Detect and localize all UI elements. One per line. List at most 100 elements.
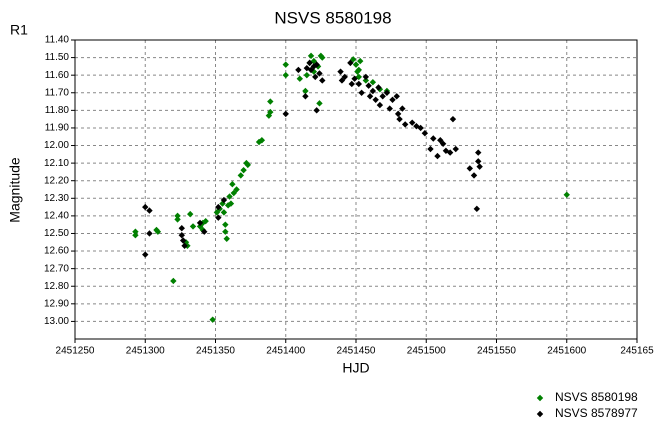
data-point xyxy=(296,75,303,82)
data-point xyxy=(366,93,374,100)
legend-marker xyxy=(536,394,544,402)
x-tick-label: 2451400 xyxy=(266,346,305,357)
y-tick-label: 12.00 xyxy=(44,140,69,151)
data-point xyxy=(434,152,441,160)
data-point xyxy=(233,186,240,193)
legend-marker xyxy=(536,410,544,418)
data-point xyxy=(179,237,187,244)
data-point xyxy=(375,84,382,91)
y-tick-label: 12.70 xyxy=(44,263,69,274)
data-point xyxy=(355,80,363,88)
data-point xyxy=(226,193,233,200)
y-tick-label: 12.80 xyxy=(44,281,69,292)
data-point xyxy=(421,130,429,137)
data-point xyxy=(196,219,204,227)
data-point xyxy=(362,73,370,81)
data-point xyxy=(466,165,474,172)
data-point xyxy=(174,212,181,220)
data-point xyxy=(369,87,377,95)
data-point xyxy=(303,71,311,79)
data-point xyxy=(295,66,302,74)
data-point xyxy=(215,214,222,221)
data-point xyxy=(372,96,379,103)
data-point xyxy=(470,172,478,179)
data-point xyxy=(319,77,326,84)
data-point xyxy=(209,316,216,323)
data-point xyxy=(396,115,403,123)
data-point xyxy=(237,172,244,179)
data-point xyxy=(446,149,454,156)
y-tick-label: 12.40 xyxy=(44,211,69,222)
data-point xyxy=(178,232,185,239)
y-tick-label: 11.40 xyxy=(45,35,70,46)
y-tick-label: 12.20 xyxy=(44,175,69,186)
plot-frame xyxy=(74,39,638,340)
data-point xyxy=(401,121,409,128)
data-point xyxy=(146,207,153,214)
data-point xyxy=(202,217,209,225)
y-tick-label: 12.90 xyxy=(44,298,69,309)
data-point xyxy=(240,166,247,174)
corner-label: R1 xyxy=(10,22,28,38)
data-point xyxy=(187,210,194,218)
y-tick-label: 12.30 xyxy=(44,193,69,204)
data-point xyxy=(430,135,437,142)
data-point xyxy=(369,79,377,86)
data-point xyxy=(473,205,481,213)
y-tick-label: 12.10 xyxy=(44,158,69,169)
y-tick-label: 11.90 xyxy=(45,123,70,134)
data-point xyxy=(313,107,320,114)
data-point xyxy=(227,200,235,207)
x-tick-label: 2451250 xyxy=(56,346,95,357)
data-point xyxy=(337,68,344,75)
data-point xyxy=(351,75,358,82)
data-point xyxy=(142,251,149,258)
data-point xyxy=(146,230,153,237)
data-point xyxy=(307,52,315,60)
data-point xyxy=(452,145,459,153)
data-point xyxy=(215,203,222,211)
x-tick-label: 2451500 xyxy=(407,346,446,357)
data-point xyxy=(389,96,396,103)
y-tick-label: 11.70 xyxy=(45,87,70,98)
data-point xyxy=(220,209,228,216)
data-point xyxy=(306,59,313,67)
data-point xyxy=(376,101,384,109)
data-point xyxy=(282,61,289,68)
data-point xyxy=(282,71,289,79)
x-tick-label: 2451300 xyxy=(126,346,165,357)
legend-label: NSVS 8578977 xyxy=(555,406,638,420)
data-point xyxy=(349,56,357,63)
legend-label: NSVS 8580198 xyxy=(555,390,638,404)
data-point xyxy=(475,158,482,165)
data-point xyxy=(399,105,406,112)
data-point xyxy=(222,228,229,235)
y-tick-label: 13.00 xyxy=(44,316,69,327)
data-point xyxy=(302,93,309,100)
data-point xyxy=(449,115,457,123)
data-point xyxy=(417,124,424,132)
data-point xyxy=(427,145,434,153)
data-point xyxy=(244,161,252,169)
x-axis-label: HJD xyxy=(342,360,369,376)
x-tick-label: 2451600 xyxy=(547,346,586,357)
data-point xyxy=(174,216,181,223)
data-point xyxy=(154,228,162,235)
data-point xyxy=(132,232,139,239)
data-point xyxy=(439,140,447,147)
data-point xyxy=(282,110,289,118)
data-point xyxy=(132,228,139,235)
y-tick-label: 11.80 xyxy=(45,105,70,116)
x-tick-label: 2451450 xyxy=(337,346,376,357)
data-point xyxy=(362,77,370,84)
data-point xyxy=(393,93,400,100)
y-tick-label: 11.50 xyxy=(45,52,70,63)
y-tick-label: 12.60 xyxy=(44,246,69,257)
data-point xyxy=(476,163,483,170)
data-point xyxy=(223,235,230,242)
data-point xyxy=(229,181,236,188)
data-point xyxy=(219,200,226,207)
data-point xyxy=(258,137,266,144)
